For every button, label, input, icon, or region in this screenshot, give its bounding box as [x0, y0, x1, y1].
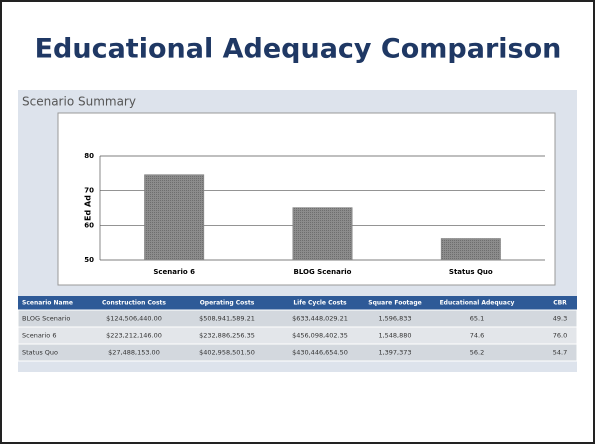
table-header — [18, 296, 577, 310]
column-header: Life Cycle Costs — [293, 300, 347, 307]
y-axis-label: Ed Ad — [84, 195, 93, 221]
table-cell: $27,488,153.00 — [108, 349, 160, 357]
table-cell: 65.1 — [470, 315, 484, 323]
table-cell: 1,548,880 — [378, 332, 411, 340]
column-header: Square Footage — [368, 300, 421, 307]
table-cell: $223,212,146.00 — [106, 332, 162, 340]
table-cell: Scenario 6 — [22, 332, 56, 340]
y-tick-label: 70 — [84, 187, 94, 195]
table-cell: 56.2 — [470, 349, 484, 357]
y-tick-label: 50 — [84, 256, 94, 264]
column-header: Educational Adequacy — [440, 300, 515, 307]
table-row — [17, 343, 578, 362]
x-tick-label: Status Quo — [449, 268, 493, 276]
column-header: Construction Costs — [102, 300, 166, 307]
x-tick-label: Scenario 6 — [153, 268, 195, 276]
bar — [292, 207, 353, 261]
table-cell: $633,448,029.21 — [292, 315, 348, 323]
y-tick-label: 80 — [84, 152, 94, 160]
table-cell: 76.0 — [553, 332, 567, 340]
y-tick-label: 60 — [84, 221, 94, 229]
table-cell: Status Quo — [22, 349, 58, 357]
table-cell: 54.7 — [553, 349, 567, 357]
slide-title: Educational Adequacy Comparison — [35, 34, 562, 65]
table-cell: 49.3 — [553, 315, 567, 323]
x-tick-label: BLOG Scenario — [294, 268, 352, 276]
bar — [144, 174, 205, 261]
column-header: Operating Costs — [200, 300, 255, 307]
table-cell: $402,958,501.50 — [199, 349, 255, 357]
table-cell: $430,446,654.50 — [292, 349, 348, 357]
panel-title: Scenario Summary — [22, 95, 136, 109]
table: Scenario Name Construction Costs Operating… — [17, 296, 578, 362]
table-cell: $508,941,589.21 — [199, 315, 255, 323]
column-header: Scenario Name — [22, 300, 73, 307]
table-cell: 1,397,373 — [378, 349, 411, 357]
table-cell: $232,886,256.35 — [199, 332, 255, 340]
table-cell: $124,506,440.00 — [106, 315, 162, 323]
table-cell: BLOG Scenario — [22, 315, 70, 323]
table-cell: 1,596,833 — [378, 315, 411, 323]
table-cell: 74.6 — [470, 332, 484, 340]
table-cell: $456,098,402.35 — [292, 332, 348, 340]
column-header: CBR — [553, 300, 567, 307]
bar — [440, 238, 501, 261]
